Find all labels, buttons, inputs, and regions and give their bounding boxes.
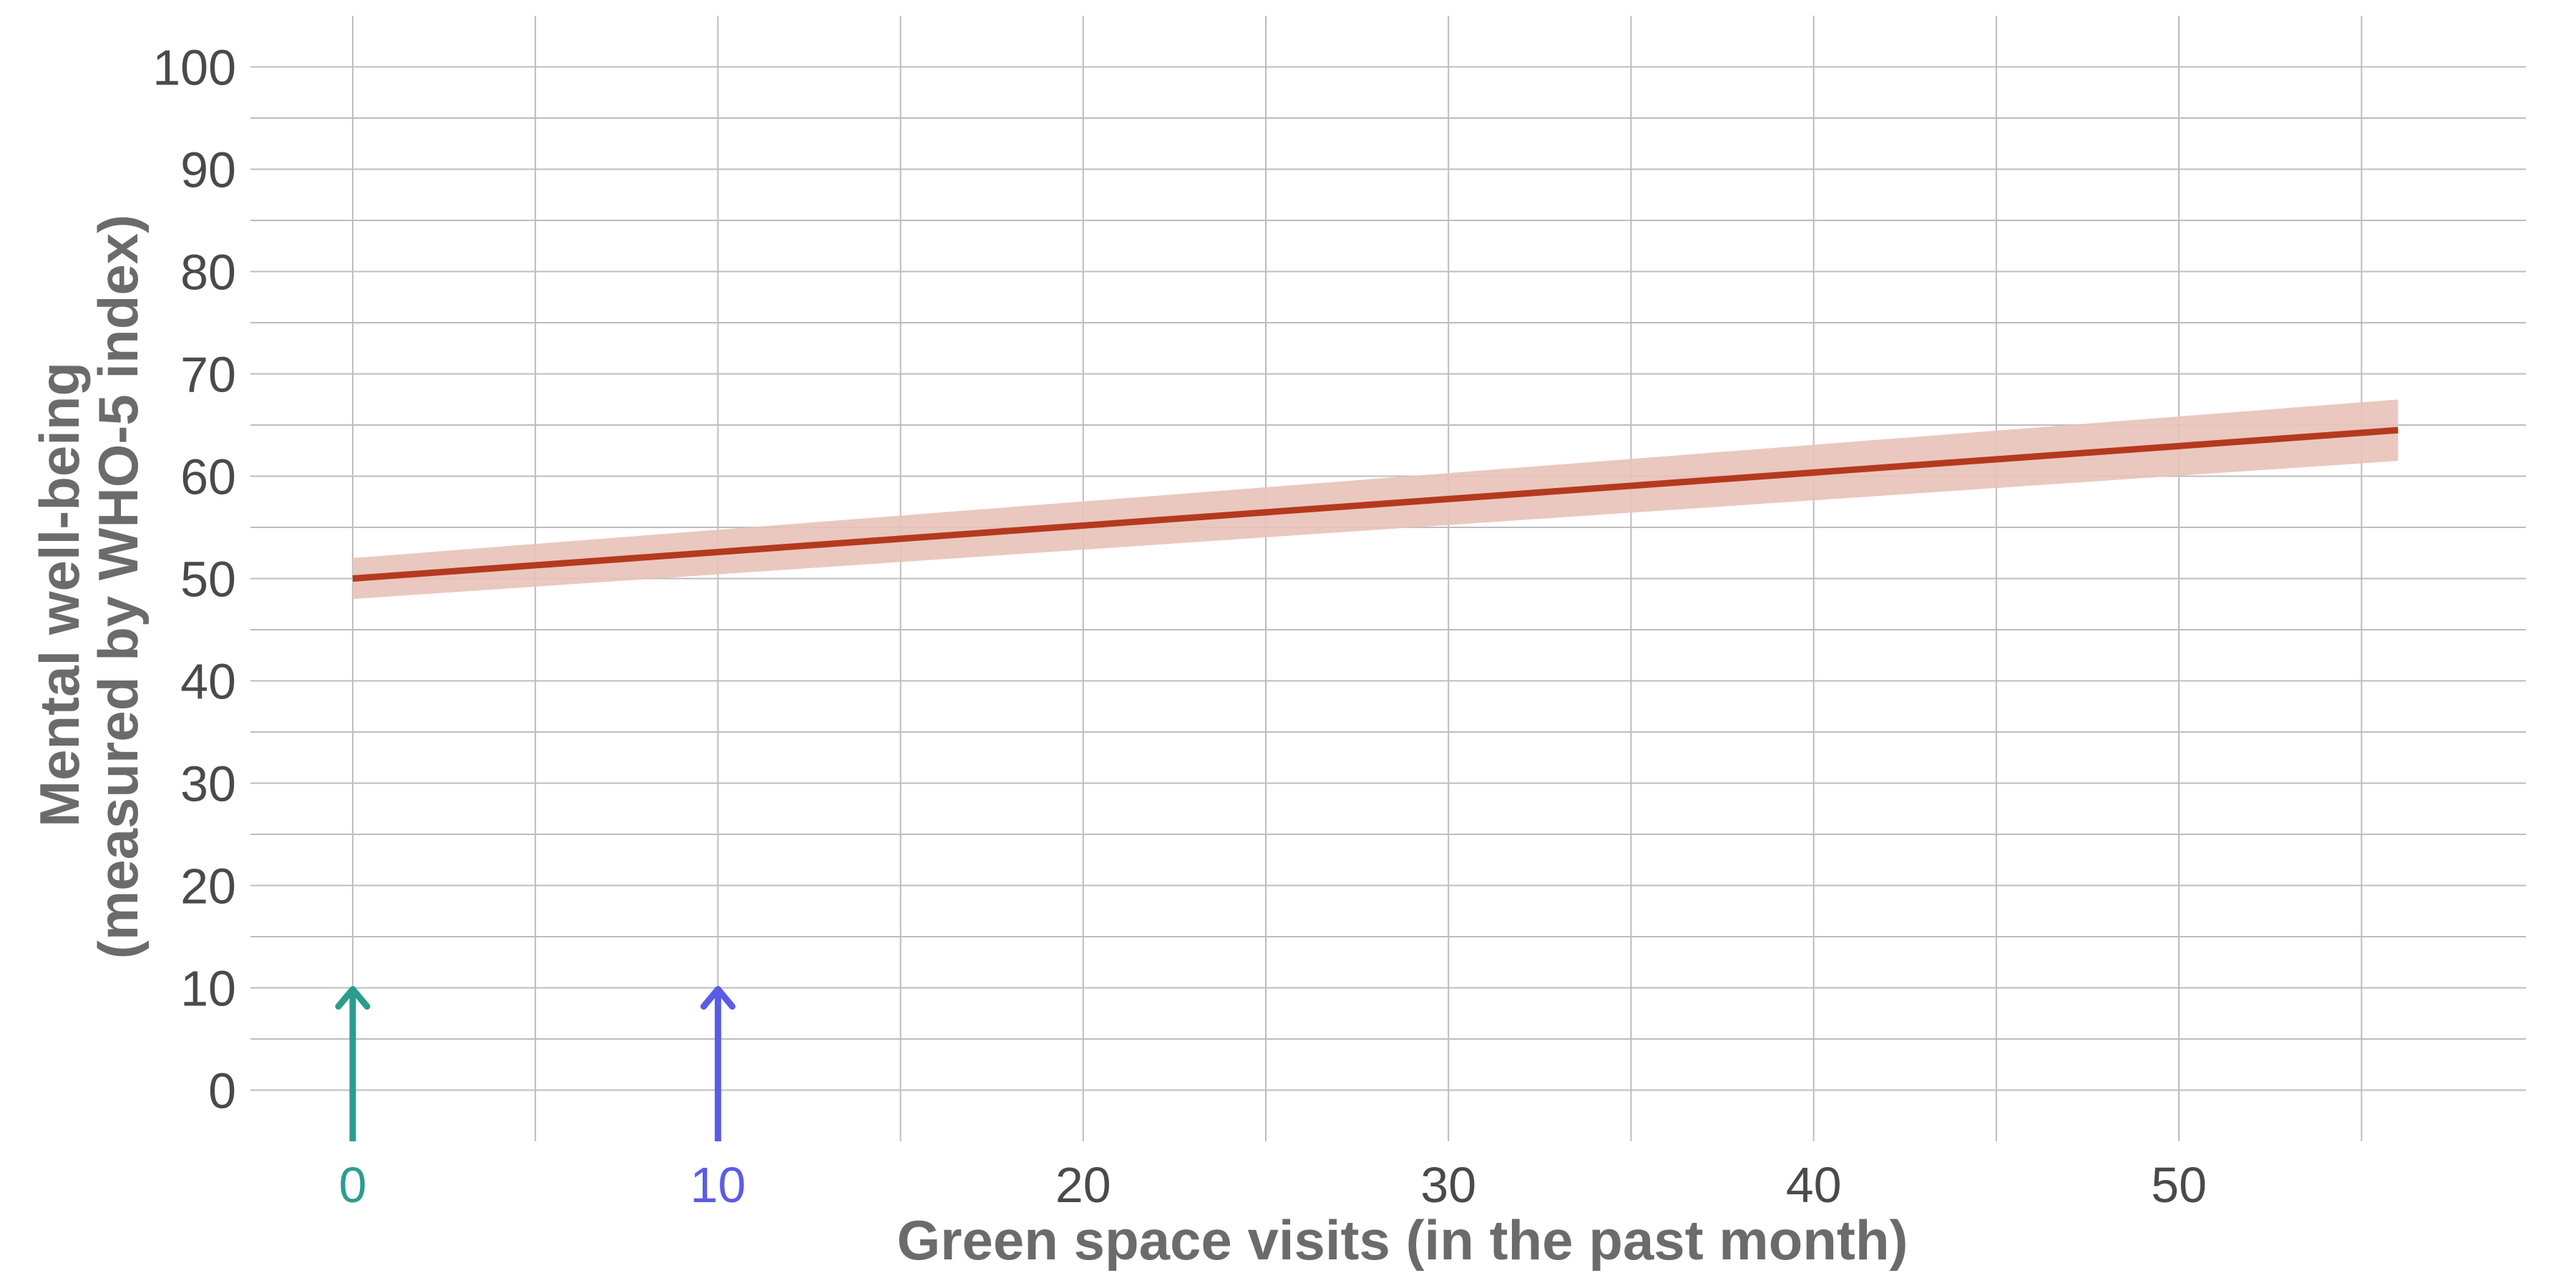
confidence-band-layer	[352, 399, 2399, 600]
x-tick-label: 20	[1055, 1157, 1111, 1213]
x-tick-labels: 0 10 20 30 40 50	[338, 1157, 2207, 1213]
y-tick-label: 90	[180, 142, 236, 198]
regression-line	[352, 426, 2399, 582]
y-tick-label: 60	[180, 449, 236, 505]
confidence-band	[352, 399, 2399, 600]
y-axis-title-line1: Mental well-being	[28, 362, 91, 827]
x-tick-label: 50	[2151, 1157, 2207, 1213]
y-tick-label: 10	[180, 961, 236, 1017]
arrow-annotations	[335, 986, 736, 1141]
y-tick-label: 70	[180, 347, 236, 403]
x-tick-label: 10	[690, 1157, 746, 1213]
y-tick-label: 20	[180, 859, 236, 914]
y-tick-label: 30	[180, 756, 236, 812]
y-tick-label: 50	[180, 552, 236, 608]
arrow-head-1	[700, 986, 736, 1010]
y-axis-title-line2: (measured by WHO-5 index)	[87, 215, 150, 959]
x-tick-label: 0	[338, 1157, 366, 1213]
arrow-head-0	[335, 986, 371, 1010]
y-tick-label: 0	[208, 1063, 236, 1119]
x-tick-label: 30	[1420, 1157, 1476, 1213]
regression-line-layer	[352, 426, 2399, 582]
y-tick-label: 80	[180, 245, 236, 301]
y-tick-label: 100	[152, 40, 236, 96]
y-tick-label: 40	[180, 654, 236, 710]
y-axis-title: Mental well-being (measured by WHO-5 ind…	[28, 215, 150, 959]
x-axis-title: Green space visits (in the past month)	[897, 1209, 1908, 1272]
y-tick-labels: 0 10 20 30 40 50 60 70 80 90 100	[152, 40, 236, 1119]
x-tick-label: 40	[1786, 1157, 1842, 1213]
grid	[250, 16, 2526, 1141]
